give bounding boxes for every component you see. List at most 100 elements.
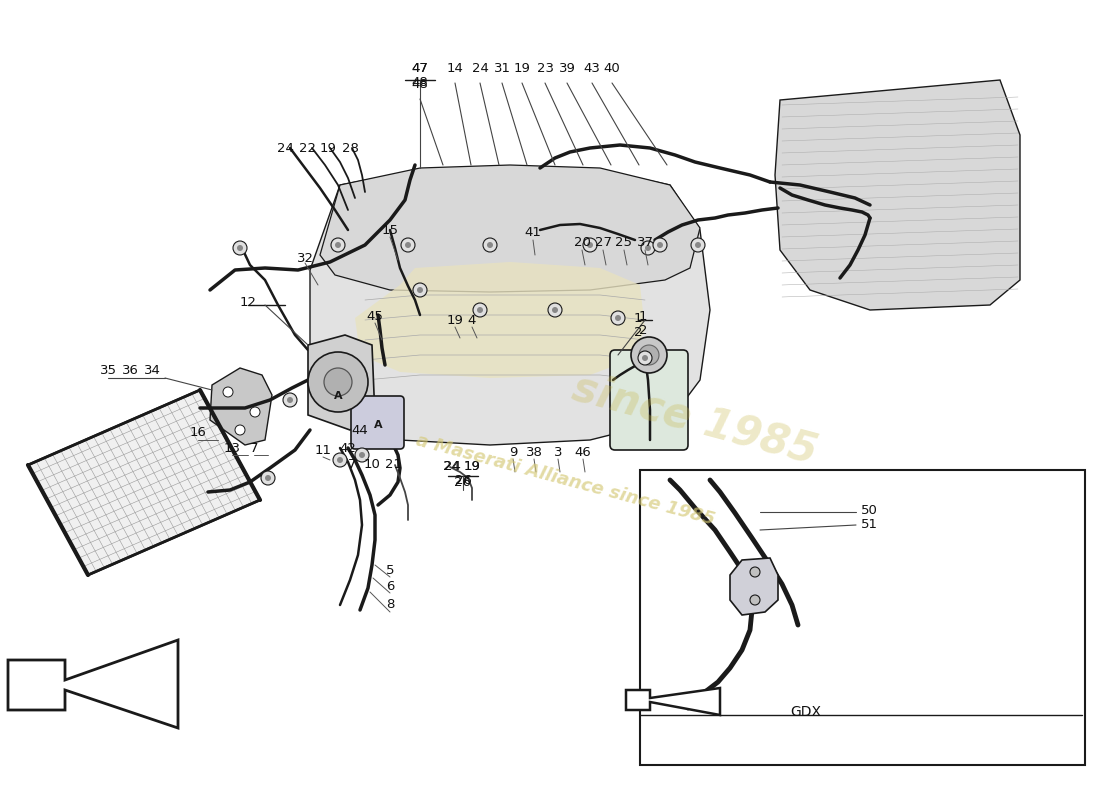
Text: 45: 45 <box>366 310 384 322</box>
Text: a Maserati Alliance since 1985: a Maserati Alliance since 1985 <box>414 431 716 529</box>
Text: 37: 37 <box>637 237 653 250</box>
Polygon shape <box>776 80 1020 310</box>
Text: 35: 35 <box>99 363 117 377</box>
Circle shape <box>695 242 701 248</box>
Circle shape <box>610 311 625 325</box>
Circle shape <box>265 475 271 481</box>
Text: A: A <box>374 420 383 430</box>
Circle shape <box>412 283 427 297</box>
Text: 31: 31 <box>494 62 510 74</box>
Text: 12: 12 <box>240 297 256 310</box>
FancyBboxPatch shape <box>351 396 404 449</box>
Text: 24: 24 <box>443 459 461 473</box>
Text: 47: 47 <box>411 62 428 74</box>
Text: 34: 34 <box>144 363 161 377</box>
Circle shape <box>477 307 483 313</box>
Text: 2: 2 <box>634 326 642 338</box>
Polygon shape <box>626 688 720 715</box>
Circle shape <box>223 387 233 397</box>
Text: 47: 47 <box>411 62 428 74</box>
Circle shape <box>473 303 487 317</box>
Circle shape <box>233 241 248 255</box>
Text: 7: 7 <box>250 442 258 454</box>
Text: 51: 51 <box>861 518 878 531</box>
Text: 22: 22 <box>298 142 316 154</box>
Text: 11: 11 <box>315 443 331 457</box>
Polygon shape <box>310 168 710 445</box>
Text: 16: 16 <box>189 426 207 439</box>
Polygon shape <box>28 390 260 575</box>
Circle shape <box>287 397 293 403</box>
Text: 13: 13 <box>223 442 241 454</box>
Circle shape <box>615 315 622 321</box>
Circle shape <box>250 407 260 417</box>
Text: 19: 19 <box>447 314 463 326</box>
Circle shape <box>308 352 369 412</box>
Text: 46: 46 <box>574 446 592 458</box>
Circle shape <box>583 238 597 252</box>
Circle shape <box>691 238 705 252</box>
Circle shape <box>653 238 667 252</box>
Circle shape <box>236 245 243 251</box>
Polygon shape <box>308 335 375 430</box>
Text: 32: 32 <box>297 251 313 265</box>
Text: 39: 39 <box>559 62 575 74</box>
Circle shape <box>483 238 497 252</box>
Text: 44: 44 <box>352 423 368 437</box>
Circle shape <box>333 453 346 467</box>
Text: 24: 24 <box>442 461 460 474</box>
Text: 8: 8 <box>386 598 394 611</box>
Text: 21: 21 <box>385 458 402 471</box>
Text: 19: 19 <box>463 461 481 474</box>
Circle shape <box>750 567 760 577</box>
Circle shape <box>261 471 275 485</box>
Text: 38: 38 <box>526 446 542 458</box>
Text: 50: 50 <box>861 503 878 517</box>
Circle shape <box>283 393 297 407</box>
Circle shape <box>641 241 654 255</box>
Text: 19: 19 <box>320 142 337 154</box>
Text: 26: 26 <box>453 475 471 489</box>
Circle shape <box>235 425 245 435</box>
Text: 41: 41 <box>525 226 541 239</box>
Text: 43: 43 <box>584 62 601 74</box>
Text: GDX: GDX <box>790 705 821 719</box>
Polygon shape <box>320 165 700 292</box>
Polygon shape <box>730 558 778 615</box>
Text: 23: 23 <box>537 62 553 74</box>
Polygon shape <box>210 368 272 445</box>
Circle shape <box>359 452 365 458</box>
Circle shape <box>639 345 659 365</box>
Text: 5: 5 <box>386 563 394 577</box>
Polygon shape <box>8 640 178 728</box>
Circle shape <box>337 457 343 463</box>
Text: since 1985: since 1985 <box>568 367 822 473</box>
Circle shape <box>331 238 345 252</box>
Text: 27: 27 <box>594 237 612 250</box>
Text: 7: 7 <box>348 458 356 471</box>
FancyBboxPatch shape <box>610 350 688 450</box>
Text: 20: 20 <box>573 237 591 250</box>
Circle shape <box>638 351 652 365</box>
Text: 14: 14 <box>447 62 463 74</box>
FancyBboxPatch shape <box>640 470 1085 765</box>
Text: 24: 24 <box>276 142 294 154</box>
Text: 10: 10 <box>364 458 381 471</box>
Text: 40: 40 <box>604 62 620 74</box>
Text: 3: 3 <box>553 446 562 458</box>
Circle shape <box>405 242 411 248</box>
Text: 42: 42 <box>340 442 356 454</box>
Text: 26: 26 <box>454 474 472 487</box>
Circle shape <box>548 303 562 317</box>
Polygon shape <box>355 262 645 378</box>
Text: A: A <box>333 391 342 401</box>
Text: 2: 2 <box>639 323 647 337</box>
Text: 9: 9 <box>509 446 517 458</box>
Circle shape <box>657 242 663 248</box>
Circle shape <box>645 245 651 251</box>
Text: 28: 28 <box>342 142 359 154</box>
Text: 4: 4 <box>468 314 476 326</box>
Circle shape <box>336 242 341 248</box>
Circle shape <box>324 368 352 396</box>
Text: 19: 19 <box>514 62 530 74</box>
